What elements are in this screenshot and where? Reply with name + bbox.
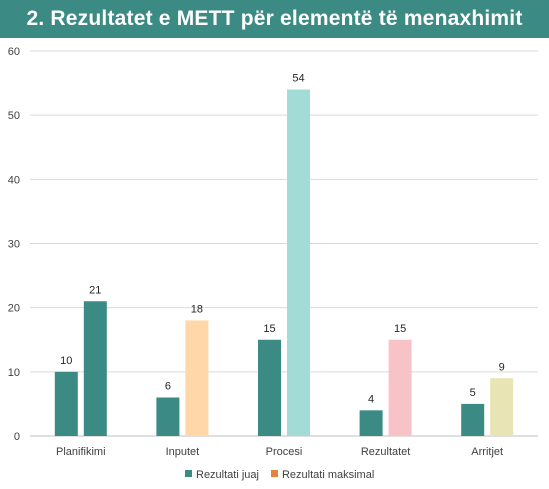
y-tick-label: 60 (8, 46, 20, 58)
chart-title: 2. Rezultatet e METT për elementë të men… (26, 7, 523, 30)
y-tick-label: 40 (8, 174, 20, 186)
data-label: 4 (368, 393, 374, 405)
y-tick-label: 30 (8, 239, 20, 251)
y-tick-label: 10 (8, 367, 20, 379)
data-label: 10 (60, 355, 72, 367)
bar-maksimal-rezultatet (388, 339, 412, 436)
bar-maksimal-arritjet (490, 378, 514, 436)
bar-maksimal-procesi (287, 89, 310, 436)
bar-chart: 0 10 20 30 40 50 60 10 21 6 18 15 54 4 15 5 9 Planifiki… (8, 46, 538, 481)
x-axis: Planifikimi Inputet Procesi Rezultatet Arrit… (56, 446, 503, 458)
bar-juaj-procesi (258, 339, 281, 436)
x-tick-label: Procesi (266, 446, 303, 458)
x-tick-label: Inputet (166, 446, 200, 458)
data-label: 15 (394, 323, 406, 335)
x-tick-label: Planifikimi (56, 446, 106, 458)
y-tick-label: 20 (8, 303, 20, 315)
data-label: 18 (191, 304, 203, 316)
legend-swatch (270, 470, 278, 477)
bar-juaj-planifikimi (54, 371, 78, 436)
data-label: 5 (470, 387, 476, 399)
data-label: 9 (499, 361, 505, 373)
x-tick-label: Rezultatet (361, 446, 411, 458)
bar-juaj-arritjet (461, 403, 485, 436)
legend-label: Rezultati maksimal (282, 469, 374, 481)
chart-title-bar: 2. Rezultatet e METT për elementë të men… (0, 0, 549, 38)
data-label: 21 (89, 284, 101, 296)
data-label: 15 (263, 323, 275, 335)
x-tick-label: Arritjet (471, 446, 503, 458)
bars (54, 89, 514, 436)
bar-juaj-inputet (156, 397, 180, 436)
y-tick-label: 0 (14, 431, 20, 443)
gridlines (30, 50, 538, 437)
bar-juaj-rezultatet (359, 410, 383, 436)
legend: Rezultati juaj Rezultati maksimal (185, 469, 374, 481)
y-tick-label: 50 (8, 110, 20, 122)
bar-maksimal-inputet (185, 320, 209, 436)
legend-swatch (185, 470, 192, 477)
bar-maksimal-planifikimi (83, 301, 107, 436)
legend-label: Rezultati juaj (196, 469, 259, 481)
data-label: 54 (292, 73, 304, 85)
data-label: 6 (165, 381, 171, 393)
data-labels: 10 21 6 18 15 54 4 15 5 9 (60, 73, 505, 406)
y-axis: 0 10 20 30 40 50 60 (8, 46, 20, 443)
